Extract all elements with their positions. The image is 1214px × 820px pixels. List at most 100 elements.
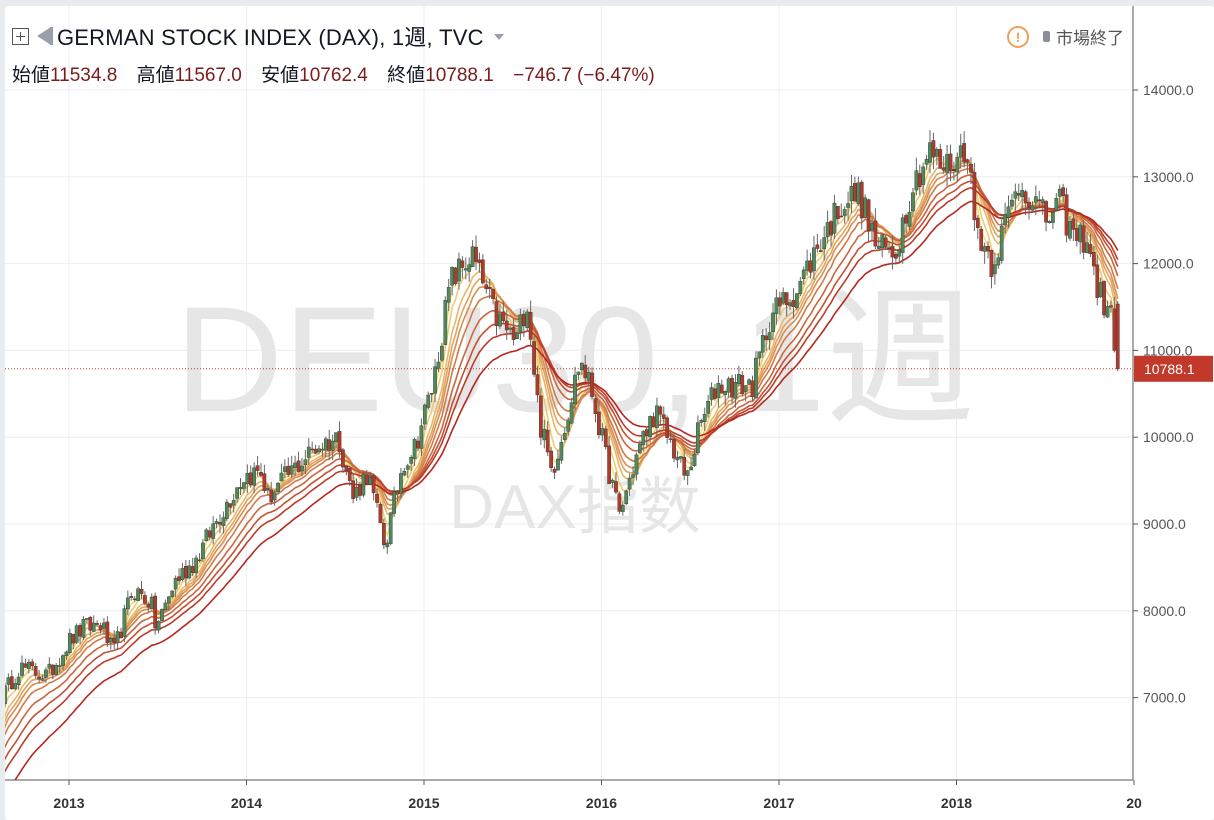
candle[interactable] <box>224 499 229 522</box>
candle[interactable] <box>535 365 540 403</box>
candle[interactable] <box>573 366 577 411</box>
candle[interactable] <box>1078 222 1083 255</box>
candle[interactable] <box>706 394 710 418</box>
candle[interactable] <box>999 219 1004 264</box>
candle[interactable] <box>375 488 379 508</box>
candle[interactable] <box>907 200 912 231</box>
candle[interactable] <box>962 131 966 168</box>
candle[interactable] <box>180 563 185 582</box>
candle[interactable] <box>61 654 65 671</box>
candle[interactable] <box>689 457 693 471</box>
candle[interactable] <box>139 580 144 600</box>
candle[interactable] <box>634 452 639 481</box>
candle[interactable] <box>576 371 581 380</box>
candle[interactable] <box>221 511 226 534</box>
candle[interactable] <box>344 466 349 476</box>
candle[interactable] <box>457 252 461 290</box>
candle[interactable] <box>1081 220 1086 260</box>
candle[interactable] <box>853 176 857 202</box>
candle[interactable] <box>603 425 608 450</box>
candle[interactable] <box>890 235 895 270</box>
candle[interactable] <box>143 591 147 606</box>
candle[interactable] <box>682 449 687 481</box>
candle[interactable] <box>388 512 393 546</box>
candle[interactable] <box>924 154 929 170</box>
candle[interactable] <box>740 371 745 396</box>
candle[interactable] <box>426 391 431 410</box>
candle[interactable] <box>569 397 574 424</box>
candle[interactable] <box>641 430 646 452</box>
candle[interactable] <box>583 355 588 383</box>
candle[interactable] <box>405 463 410 479</box>
candle[interactable] <box>102 618 106 636</box>
candle[interactable] <box>515 327 519 340</box>
candle[interactable] <box>873 208 878 249</box>
candle[interactable] <box>911 187 915 218</box>
candle[interactable] <box>846 191 850 221</box>
candle[interactable] <box>487 278 492 299</box>
candle[interactable] <box>665 415 670 444</box>
candle[interactable] <box>545 421 550 457</box>
candle[interactable] <box>934 147 939 166</box>
candle[interactable] <box>1003 202 1007 234</box>
candle[interactable] <box>1033 185 1038 216</box>
candle[interactable] <box>419 418 424 456</box>
candle[interactable] <box>842 206 847 224</box>
candle[interactable] <box>1092 245 1096 276</box>
candle[interactable] <box>289 455 294 478</box>
candle[interactable] <box>552 466 557 479</box>
candle[interactable] <box>969 157 973 185</box>
candle[interactable] <box>685 469 690 486</box>
candle[interactable] <box>91 615 96 632</box>
candle[interactable] <box>436 352 441 373</box>
candle[interactable] <box>399 467 403 499</box>
candle[interactable] <box>252 462 256 494</box>
candle[interactable] <box>385 539 390 555</box>
candle[interactable] <box>433 359 437 402</box>
candle[interactable] <box>392 486 396 518</box>
candle[interactable] <box>235 486 239 503</box>
candle[interactable] <box>78 623 82 645</box>
candle[interactable] <box>477 252 482 273</box>
candle[interactable] <box>262 464 267 494</box>
candle[interactable] <box>900 213 905 264</box>
candle[interactable] <box>40 674 45 681</box>
candle[interactable] <box>614 472 618 494</box>
candle[interactable] <box>5 682 7 708</box>
flag-icon[interactable] <box>37 27 51 45</box>
candle[interactable] <box>347 466 352 486</box>
candle[interactable] <box>627 473 632 497</box>
candle[interactable] <box>719 379 724 394</box>
candle[interactable] <box>156 620 161 634</box>
candle[interactable] <box>607 435 611 485</box>
candle[interactable] <box>835 205 840 224</box>
candle[interactable] <box>494 296 499 336</box>
plus-icon[interactable] <box>12 27 29 45</box>
candle[interactable] <box>136 586 140 601</box>
candle[interactable] <box>1088 233 1093 258</box>
candle[interactable] <box>1085 231 1089 254</box>
candle[interactable] <box>310 441 315 454</box>
candle[interactable] <box>757 351 762 367</box>
candle[interactable] <box>675 451 680 469</box>
candle[interactable] <box>37 669 41 684</box>
candle[interactable] <box>1051 209 1055 229</box>
candle[interactable] <box>897 245 902 263</box>
candle[interactable] <box>590 367 594 400</box>
candle[interactable] <box>1030 201 1035 212</box>
candle[interactable] <box>979 225 984 252</box>
candle[interactable] <box>440 342 444 362</box>
candle[interactable] <box>593 394 598 423</box>
candle[interactable] <box>197 553 202 563</box>
candle[interactable] <box>265 484 270 495</box>
candle[interactable] <box>122 604 127 643</box>
candle[interactable] <box>975 215 980 240</box>
candle[interactable] <box>822 226 827 261</box>
alert-icon[interactable]: ! <box>1007 25 1029 48</box>
candle[interactable] <box>658 405 663 425</box>
candle[interactable] <box>982 242 987 264</box>
candle[interactable] <box>562 427 567 443</box>
candle[interactable] <box>655 397 659 437</box>
candle[interactable] <box>559 436 564 464</box>
candle[interactable] <box>784 292 789 317</box>
